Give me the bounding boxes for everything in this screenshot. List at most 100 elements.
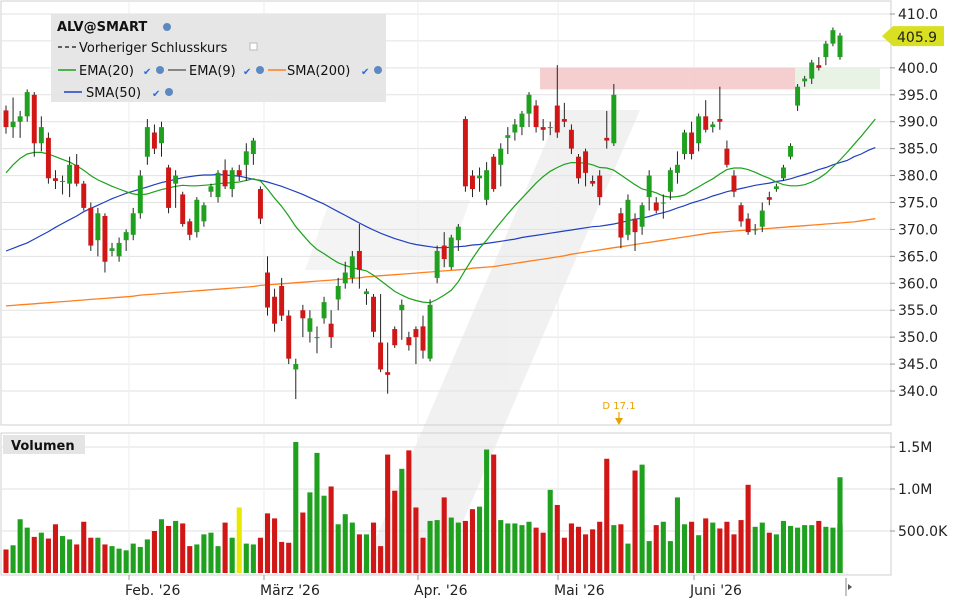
volume-bar: [420, 537, 426, 573]
candle-body: [519, 113, 525, 128]
prev-close-checkbox[interactable]: [249, 42, 258, 51]
volume-bar: [45, 538, 51, 573]
sma200-check-icon[interactable]: ✔: [361, 67, 369, 78]
volume-bar: [646, 541, 652, 573]
volume-bar: [10, 545, 16, 573]
volume-bar: [208, 532, 214, 573]
candle-body: [38, 127, 44, 144]
candle-body: [455, 226, 461, 241]
legend-ema20: EMA(20): [79, 64, 134, 79]
candle-body: [293, 364, 299, 370]
candle-body: [674, 164, 680, 173]
time-tick-label: Mai '26: [554, 583, 605, 599]
candle-body: [554, 105, 560, 133]
volume-bar: [618, 524, 624, 573]
volume-panel: [0, 432, 892, 576]
volume-bar: [597, 521, 603, 573]
candle-body: [173, 175, 179, 184]
candle-body: [335, 285, 341, 300]
candle-body: [618, 213, 624, 238]
candle-body: [81, 183, 87, 208]
price-tick-label: 375.0: [898, 196, 938, 212]
ema9-settings-icon[interactable]: [256, 66, 264, 74]
candle-body: [809, 62, 815, 79]
candle-body: [830, 30, 836, 44]
candle-body: [123, 232, 129, 241]
time-tick-label: Apr. '26: [414, 583, 468, 599]
ema9-check-icon[interactable]: ✔: [243, 67, 251, 78]
volume-bar: [809, 525, 815, 573]
volume-bar: [583, 534, 589, 573]
volume-title-text: Volumen: [11, 439, 75, 454]
volume-bar: [314, 452, 320, 573]
candle-body: [109, 248, 115, 251]
legend-sma50: SMA(50): [86, 86, 141, 101]
candle-body: [448, 237, 454, 268]
volume-bar: [455, 522, 461, 573]
candle-body: [837, 35, 843, 58]
volume-bar: [378, 546, 384, 573]
volume-bar: [257, 537, 263, 573]
dividend-label: D 17.1: [602, 401, 635, 412]
candle-body: [399, 304, 405, 311]
volume-bar: [611, 525, 617, 573]
candle-body: [738, 205, 744, 222]
time-scroll-handle[interactable]: [845, 578, 852, 596]
volume-bar: [505, 523, 511, 573]
volume-bar: [151, 531, 157, 573]
volume-bar: [95, 537, 101, 573]
candle-body: [250, 140, 256, 155]
sma200-settings-icon[interactable]: [374, 66, 382, 74]
last-price-marker[interactable]: 405.9: [882, 26, 944, 47]
volume-bar: [406, 450, 412, 573]
candle-body: [639, 205, 645, 227]
price-tick-label: 395.0: [898, 88, 938, 104]
volume-bar: [533, 527, 539, 573]
volume-bar: [625, 543, 631, 573]
volume-axis: 1.5M 1.0M 500.0K: [890, 440, 948, 540]
volume-bar: [540, 532, 546, 573]
sma50-check-icon[interactable]: ✔: [152, 89, 160, 100]
candle-body: [660, 202, 666, 204]
volume-bar: [731, 534, 737, 573]
volume-bar: [802, 525, 808, 573]
volume-bar: [158, 519, 165, 573]
volume-bar: [102, 544, 108, 573]
candle-body: [731, 175, 737, 192]
candle-body: [689, 132, 695, 155]
candle-body: [215, 172, 221, 198]
candle-body: [265, 272, 270, 308]
candle-body: [406, 337, 412, 346]
volume-bar: [745, 484, 751, 573]
volume-bar: [519, 525, 525, 573]
volume-bar: [476, 506, 483, 573]
candle-body: [540, 127, 546, 130]
legend-symbol: ALV@SMART: [57, 20, 147, 35]
price-tick-label: 345.0: [898, 357, 938, 373]
volume-bar: [74, 544, 80, 573]
volume-bar: [243, 543, 249, 573]
sma50-settings-icon[interactable]: [165, 88, 173, 96]
ema20-check-icon[interactable]: ✔: [143, 67, 151, 78]
dividend-marker[interactable]: D 17.1: [602, 401, 636, 425]
volume-bar: [674, 497, 680, 573]
candle-body: [392, 329, 398, 346]
candle-body: [349, 256, 355, 278]
price-tick-label: 380.0: [898, 169, 938, 185]
legend-ema9: EMA(9): [189, 64, 236, 79]
volume-bar: [293, 441, 299, 573]
volume-bar: [173, 520, 179, 573]
volume-bar: [250, 544, 256, 573]
volume-bar: [180, 523, 186, 573]
symbol-settings-icon[interactable]: [163, 23, 171, 31]
volume-bar: [215, 546, 221, 573]
volume-bar: [272, 518, 278, 573]
volume-bar: [590, 529, 596, 573]
candle-body: [95, 213, 101, 241]
candle-body: [53, 178, 58, 181]
volume-bar: [88, 537, 94, 573]
previous-close-zone: [540, 67, 795, 90]
candle-body: [611, 94, 617, 144]
ema20-settings-icon[interactable]: [156, 66, 164, 74]
volume-bar: [130, 543, 136, 573]
